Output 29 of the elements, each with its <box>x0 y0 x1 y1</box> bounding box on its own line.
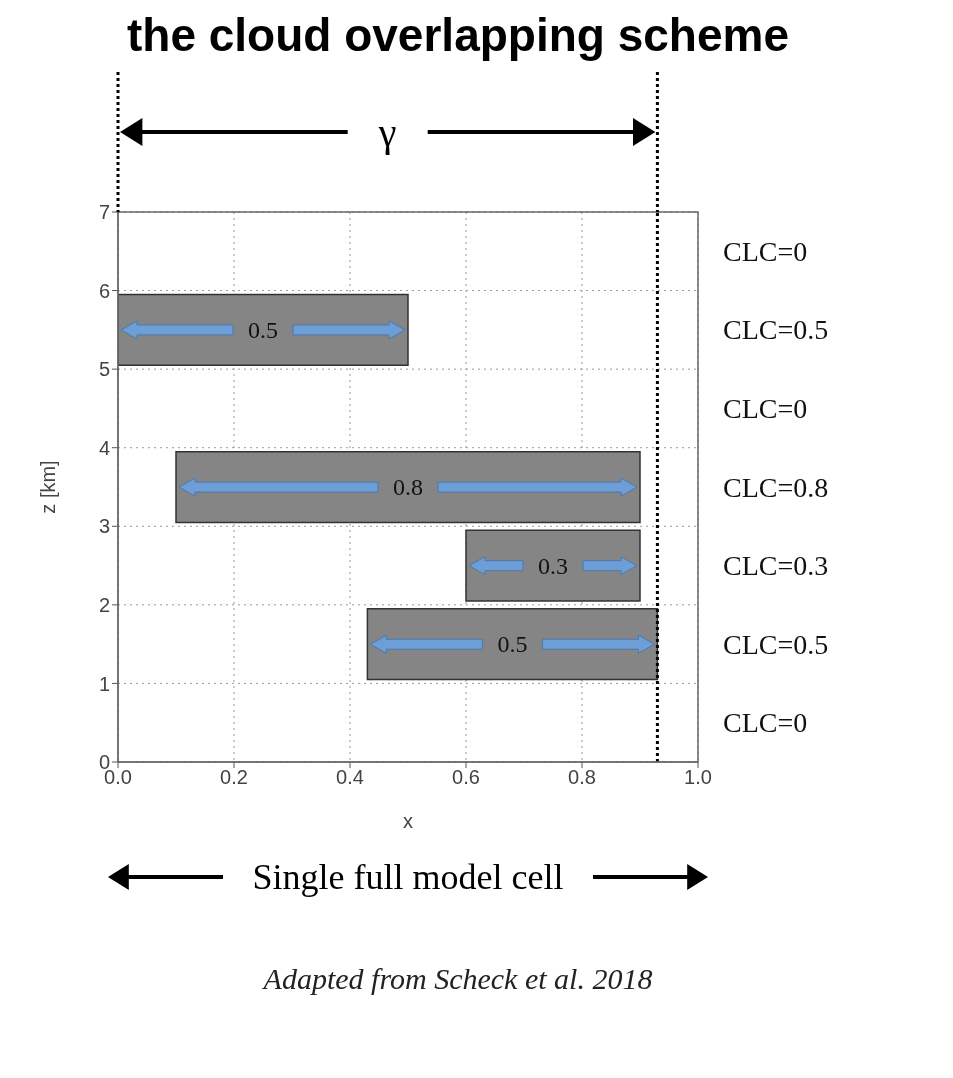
y-tick-label: 4 <box>98 436 110 459</box>
y-tick-label: 2 <box>98 593 110 616</box>
text: CLC=0.5 <box>723 628 829 660</box>
data-label: 0.3 <box>538 552 568 579</box>
text: CLC=0.5 <box>723 314 829 346</box>
data-label: 0.5 <box>248 316 278 343</box>
text: CLC=0 <box>723 707 808 739</box>
data-label: 0.5 <box>497 631 528 658</box>
text: CLC=0.3 <box>723 550 829 582</box>
text: Single full model cell <box>252 857 564 897</box>
y-tick-label: 3 <box>98 515 110 538</box>
text: Adapted from Scheck et al. 2018 <box>261 962 654 996</box>
data-label: 0.8 <box>393 474 423 501</box>
y-axis-title: z [km] <box>37 460 60 514</box>
x-tick-label: 0.8 <box>568 766 596 789</box>
text: CLC=0 <box>723 392 808 424</box>
y-tick-label: 5 <box>98 358 110 381</box>
y-tick-label: 1 <box>98 672 110 695</box>
text: γ <box>377 109 397 155</box>
x-tick-label: 1.0 <box>684 766 712 789</box>
x-tick-label: 0.4 <box>336 766 364 789</box>
x-tick-label: 0.6 <box>452 766 480 789</box>
chart-title: the cloud overlapping scheme <box>125 8 790 62</box>
x-axis-title: x <box>403 810 413 832</box>
text: CLC=0.8 <box>723 471 829 503</box>
text: CLC=0 <box>723 235 808 267</box>
y-tick-label: 6 <box>98 279 110 302</box>
y-tick-label: 7 <box>98 201 110 224</box>
x-tick-label: 0.2 <box>220 766 248 789</box>
